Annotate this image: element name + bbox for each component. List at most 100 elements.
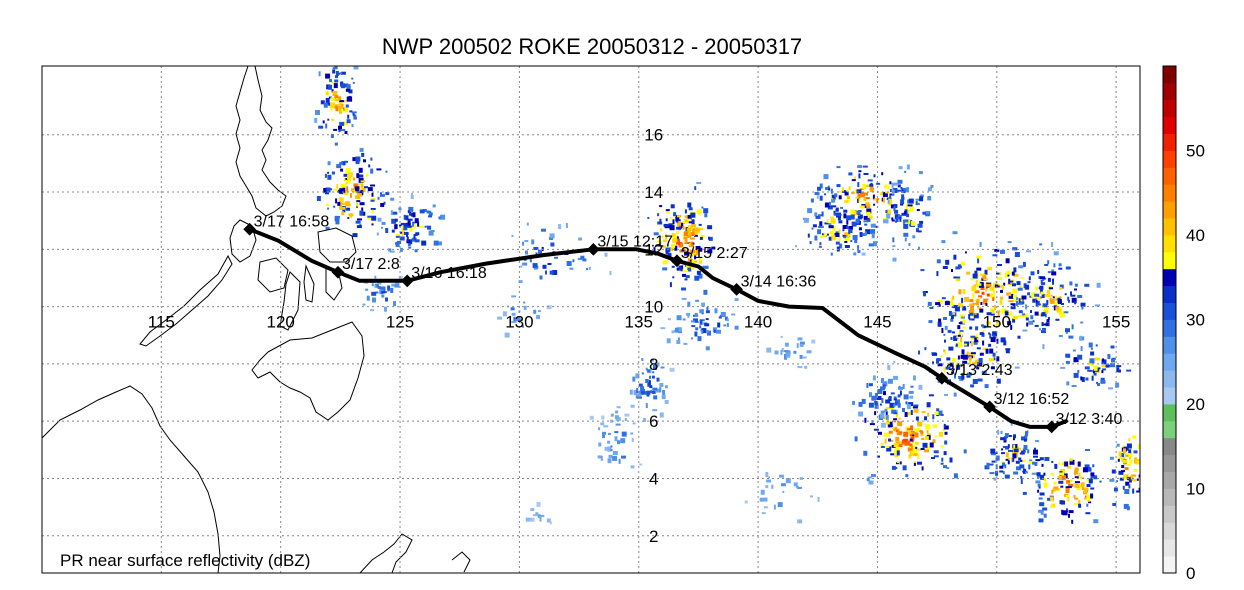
reflectivity-pixel: [894, 446, 900, 452]
colorbar-segment: [1163, 505, 1176, 523]
reflectivity-pixel: [847, 233, 851, 238]
reflectivity-pixel: [406, 231, 408, 237]
reflectivity-pixel: [701, 329, 704, 334]
reflectivity-pixel: [888, 198, 893, 204]
reflectivity-pixel: [541, 228, 546, 232]
reflectivity-pixel: [903, 191, 906, 194]
reflectivity-pixel: [526, 222, 529, 226]
reflectivity-pixel: [335, 215, 340, 218]
reflectivity-pixel: [904, 210, 907, 214]
reflectivity-pixel: [830, 218, 836, 224]
reflectivity-pixel: [699, 236, 703, 240]
reflectivity-pixel: [338, 128, 342, 132]
reflectivity-pixel: [863, 220, 869, 223]
colorbar-tick-label: 30: [1186, 311, 1205, 330]
reflectivity-pixel: [918, 246, 920, 250]
reflectivity-pixel: [933, 450, 939, 454]
reflectivity-pixel: [979, 282, 984, 287]
reflectivity-pixel: [542, 264, 547, 269]
reflectivity-pixel: [1007, 460, 1010, 465]
reflectivity-pixel: [1077, 472, 1081, 477]
reflectivity-pixel: [932, 352, 938, 356]
reflectivity-pixel: [693, 234, 698, 237]
reflectivity-pixel: [880, 410, 885, 414]
reflectivity-pixel: [942, 266, 948, 269]
reflectivity-pixel: [342, 121, 348, 125]
reflectivity-pixel: [1121, 470, 1125, 473]
reflectivity-pixel: [333, 188, 339, 191]
reflectivity-pixel: [641, 372, 644, 375]
reflectivity-pixel: [1074, 467, 1079, 472]
reflectivity-pixel: [340, 168, 344, 172]
reflectivity-pixel: [1018, 310, 1023, 314]
reflectivity-pixel: [651, 390, 656, 394]
reflectivity-pixel: [1044, 264, 1049, 266]
reflectivity-pixel: [1047, 260, 1050, 265]
reflectivity-pixel: [915, 446, 918, 449]
reflectivity-pixel: [940, 445, 944, 448]
storm-track-line: [247, 227, 1068, 429]
reflectivity-pixel: [328, 96, 332, 99]
reflectivity-pixel: [694, 231, 699, 235]
reflectivity-pixel: [549, 521, 552, 525]
reflectivity-pixel: [1035, 286, 1039, 291]
coastline-sulawesi: [359, 533, 413, 573]
reflectivity-pixel: [358, 167, 363, 173]
reflectivity-pixel: [686, 312, 691, 316]
reflectivity-pixel: [830, 252, 833, 256]
reflectivity-pixel: [893, 418, 898, 421]
reflectivity-pixel: [398, 275, 403, 280]
reflectivity-pixel: [346, 84, 351, 90]
reflectivity-pixel: [990, 366, 995, 370]
reflectivity-pixel: [884, 408, 888, 412]
reflectivity-pixel: [904, 170, 907, 173]
reflectivity-pixel: [325, 91, 329, 96]
reflectivity-pixel: [1061, 500, 1065, 505]
reflectivity-pixel: [1047, 497, 1051, 501]
reflectivity-pixel: [401, 225, 405, 228]
reflectivity-pixel: [580, 255, 585, 260]
reflectivity-pixel: [390, 197, 395, 201]
reflectivity-pixel: [361, 184, 364, 188]
reflectivity-pixel: [918, 171, 923, 175]
reflectivity-pixel: [693, 260, 698, 263]
reflectivity-pixel: [673, 212, 677, 217]
reflectivity-pixel: [1129, 459, 1133, 464]
reflectivity-pixel: [828, 236, 832, 241]
reflectivity-pixel: [1052, 278, 1054, 284]
reflectivity-pixel: [686, 228, 692, 231]
reflectivity-pixel: [624, 418, 627, 422]
reflectivity-pixel: [327, 174, 332, 180]
reflectivity-pixel: [868, 383, 873, 387]
reflectivity-pixel: [1039, 457, 1044, 461]
reflectivity-pixel: [819, 183, 823, 189]
reflectivity-pixel: [985, 348, 989, 354]
reflectivity-pixel: [1001, 448, 1004, 451]
reflectivity-pixel: [666, 338, 671, 344]
reflectivity-pixel: [711, 246, 716, 250]
reflectivity-pixel: [660, 228, 663, 232]
reflectivity-pixel: [763, 506, 768, 509]
reflectivity-pixel: [1078, 503, 1082, 508]
reflectivity-pixel: [861, 398, 866, 404]
reflectivity-pixel: [895, 436, 900, 442]
reflectivity-pixel: [814, 192, 820, 195]
reflectivity-pixel: [928, 320, 933, 324]
reflectivity-pixel: [609, 271, 612, 275]
reflectivity-pixel: [1036, 300, 1040, 305]
reflectivity-pixel: [682, 273, 686, 277]
reflectivity-pixel: [969, 341, 972, 344]
reflectivity-pixel: [1013, 273, 1019, 277]
reflectivity-pixel: [1017, 335, 1021, 339]
reflectivity-pixel: [854, 436, 858, 442]
reflectivity-pixel: [679, 222, 684, 228]
reflectivity-pixel: [339, 188, 345, 191]
reflectivity-pixel: [705, 310, 710, 314]
reflectivity-pixel: [982, 348, 988, 351]
reflectivity-pixel: [944, 325, 948, 330]
reflectivity-pixel: [834, 193, 838, 198]
reflectivity-pixel: [538, 310, 541, 313]
reflectivity-pixel: [712, 327, 717, 333]
reflectivity-pixel: [783, 350, 789, 353]
reflectivity-pixel: [910, 410, 913, 415]
